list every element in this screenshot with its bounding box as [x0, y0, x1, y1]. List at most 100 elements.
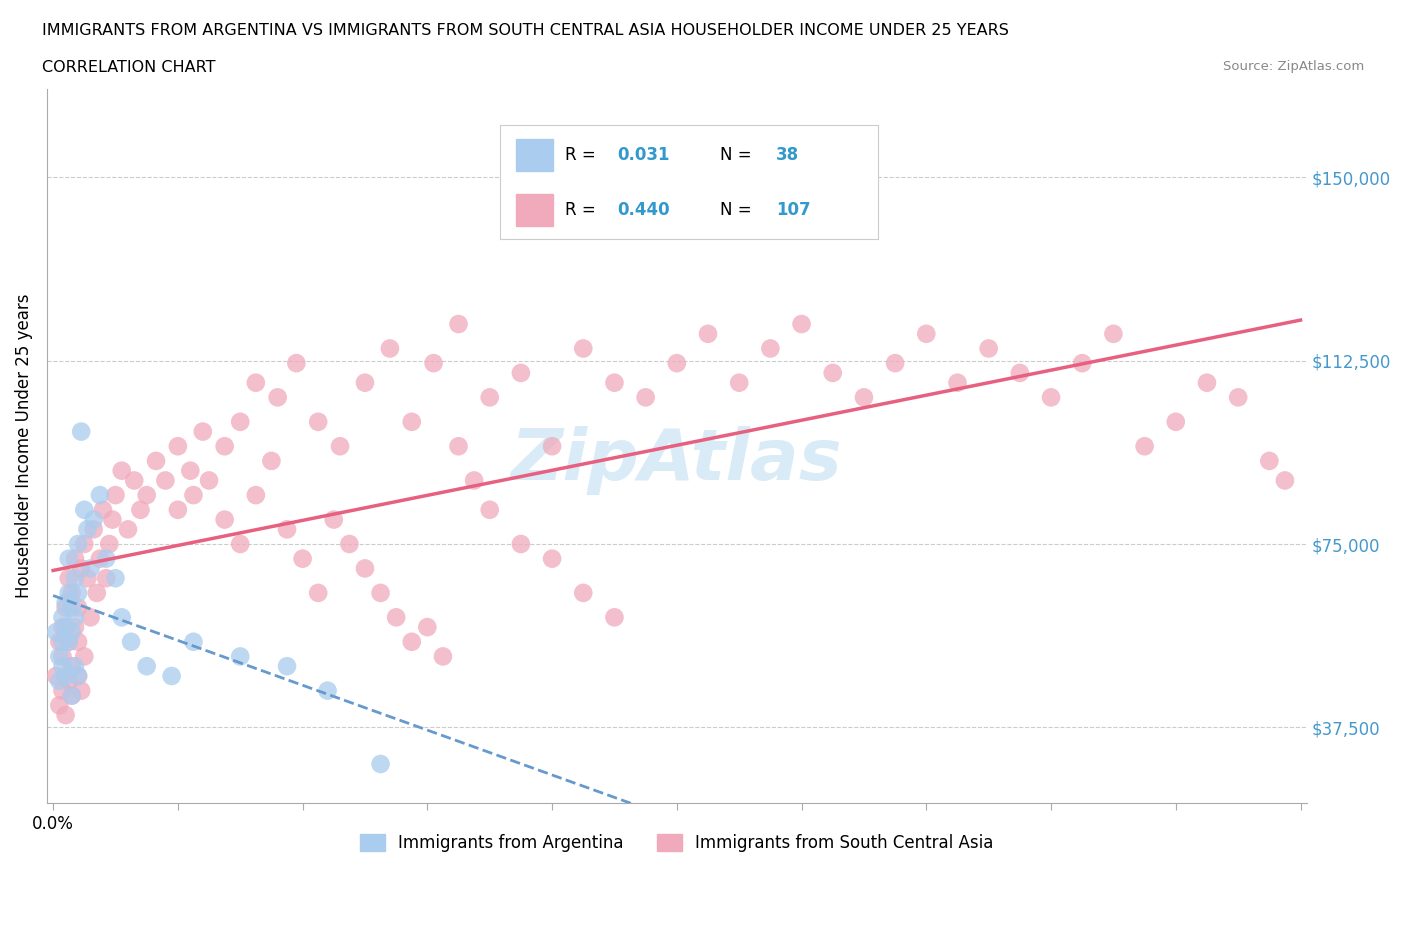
Point [83, 522, 105, 537]
Point [111, 610, 134, 625]
Point [977, 341, 1000, 356]
Point [790, 316, 813, 331]
Point [67, 669, 90, 684]
Point [63, 610, 86, 625]
Point [541, 439, 564, 454]
Point [104, 487, 127, 502]
Point [478, 390, 501, 405]
Point [401, 415, 423, 430]
Point [73, 649, 96, 664]
Point [422, 355, 444, 370]
Point [603, 610, 626, 625]
Point [316, 684, 339, 698]
Point [67, 634, 90, 649]
Point [198, 473, 221, 488]
Point [117, 522, 139, 537]
Point [48, 649, 70, 664]
Point [48, 698, 70, 712]
Point [94, 571, 117, 586]
Point [89, 487, 111, 502]
Point [167, 502, 190, 517]
Point [214, 439, 236, 454]
Point [946, 375, 969, 390]
Point [79, 561, 101, 576]
Point [63, 571, 86, 586]
Point [51, 684, 73, 698]
Point [1071, 355, 1094, 370]
Point [51, 634, 73, 649]
Point [58, 551, 80, 566]
Point [852, 390, 875, 405]
Text: ZipAtlas: ZipAtlas [510, 426, 842, 495]
Point [285, 355, 308, 370]
Point [120, 634, 142, 649]
Point [167, 439, 190, 454]
Point [60, 586, 83, 601]
Point [60, 600, 83, 615]
Point [45, 669, 67, 684]
Point [60, 625, 83, 640]
Point [48, 673, 70, 688]
Point [63, 551, 86, 566]
Point [191, 424, 214, 439]
Point [48, 634, 70, 649]
Point [370, 586, 392, 601]
Point [76, 522, 98, 537]
Point [354, 375, 377, 390]
Point [276, 658, 298, 673]
Point [229, 415, 252, 430]
Point [45, 625, 67, 640]
Point [665, 355, 688, 370]
Point [63, 619, 86, 634]
Point [83, 512, 105, 527]
Point [122, 473, 145, 488]
Point [370, 756, 392, 771]
Point [135, 658, 157, 673]
Point [183, 634, 205, 649]
Point [307, 415, 329, 430]
Point [55, 619, 77, 634]
Point [60, 688, 83, 703]
Point [1164, 415, 1187, 430]
Text: Source: ZipAtlas.com: Source: ZipAtlas.com [1223, 60, 1364, 73]
Point [179, 463, 201, 478]
Point [229, 537, 252, 551]
Point [337, 537, 360, 551]
Point [214, 512, 236, 527]
Point [58, 586, 80, 601]
Point [385, 610, 408, 625]
Point [1102, 326, 1125, 341]
Point [73, 537, 96, 551]
Point [67, 669, 90, 684]
Point [276, 522, 298, 537]
Point [572, 586, 595, 601]
Point [58, 634, 80, 649]
Point [463, 473, 485, 488]
Point [67, 537, 90, 551]
Point [51, 658, 73, 673]
Point [1195, 375, 1218, 390]
Point [63, 658, 86, 673]
Point [60, 688, 83, 703]
Point [55, 708, 77, 723]
Point [67, 586, 90, 601]
Point [1040, 390, 1063, 405]
Point [55, 595, 77, 610]
Point [79, 610, 101, 625]
Point [51, 619, 73, 634]
Point [1227, 390, 1250, 405]
Point [245, 375, 267, 390]
Point [307, 586, 329, 601]
Point [1008, 365, 1031, 380]
Text: IMMIGRANTS FROM ARGENTINA VS IMMIGRANTS FROM SOUTH CENTRAL ASIA HOUSEHOLDER INCO: IMMIGRANTS FROM ARGENTINA VS IMMIGRANTS … [42, 23, 1010, 38]
Point [73, 502, 96, 517]
Point [447, 439, 470, 454]
Point [58, 673, 80, 688]
Point [260, 454, 283, 469]
Point [55, 600, 77, 615]
Point [111, 463, 134, 478]
Point [76, 571, 98, 586]
Point [86, 586, 108, 601]
Point [245, 487, 267, 502]
Point [67, 600, 90, 615]
